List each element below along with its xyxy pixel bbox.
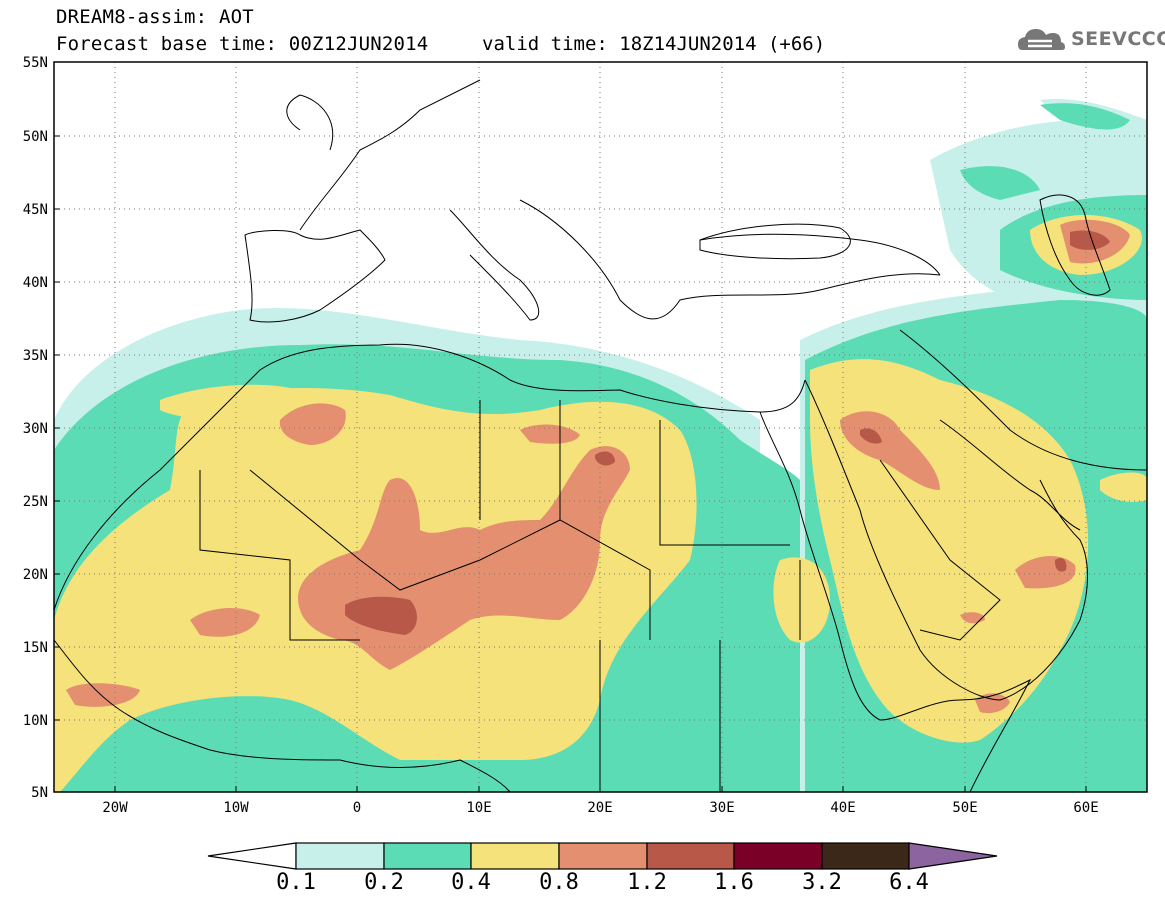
colorbar-bin-1.6 (733, 842, 823, 870)
colorbar-bin-0.8 (558, 842, 648, 870)
lat-label: 55N (23, 55, 48, 71)
lon-label: 40E (830, 800, 855, 816)
lat-label: 40N (23, 275, 48, 291)
colorbar-bin-3.2 (821, 842, 910, 870)
valid-time: valid time: 18Z14JUN2014 (+66) (482, 33, 826, 55)
lon-label: 10E (466, 800, 491, 816)
colorbar (207, 842, 998, 870)
lat-label: 35N (23, 348, 48, 364)
forecast-base-time: Forecast base time: 00Z12JUN2014 (56, 33, 429, 55)
colorbar-label: 1.2 (627, 870, 667, 895)
colorbar-label: 1.6 (714, 870, 754, 895)
tick-marks (54, 61, 1087, 793)
lon-label: 30E (709, 800, 734, 816)
lon-label: 50E (952, 800, 977, 816)
lat-label: 10N (23, 713, 48, 729)
lat-label: 45N (23, 202, 48, 218)
lat-label: 50N (23, 129, 48, 145)
colorbar-over-arrow (908, 842, 998, 870)
graticule (54, 62, 1147, 792)
colorbar-bin-0.1 (295, 842, 385, 870)
aot-level-1.2 (345, 230, 1110, 635)
colorbar-label: 0.2 (364, 870, 404, 895)
lat-label: 30N (23, 421, 48, 437)
colorbar-label: 0.4 (451, 870, 491, 895)
lat-label: 25N (23, 494, 48, 510)
lon-label: 0 (353, 800, 361, 816)
lon-label: 60E (1073, 800, 1098, 816)
coastlines (54, 79, 1147, 792)
cloud-logo-icon (1018, 29, 1065, 50)
colorbar-bin-1.2 (646, 842, 735, 870)
lon-label: 10W (223, 800, 249, 816)
colorbar-label: 0.8 (539, 870, 579, 895)
lat-label: 5N (31, 785, 48, 801)
colorbar-bin-0.4 (470, 842, 560, 870)
colorbar-bin-0.2 (383, 842, 472, 870)
colorbar-label: 6.4 (889, 870, 929, 895)
map-title: DREAM8-assim: AOT (56, 6, 254, 28)
lon-label: 20E (587, 800, 612, 816)
lon-label: 20W (102, 800, 128, 816)
lat-label: 15N (23, 640, 48, 656)
logo-text: SEEVCCC (1071, 28, 1165, 50)
lat-label: 20N (23, 567, 48, 583)
colorbar-under-arrow (207, 842, 297, 870)
colorbar-label: 3.2 (802, 870, 842, 895)
colorbar-label: 0.1 (276, 870, 316, 895)
